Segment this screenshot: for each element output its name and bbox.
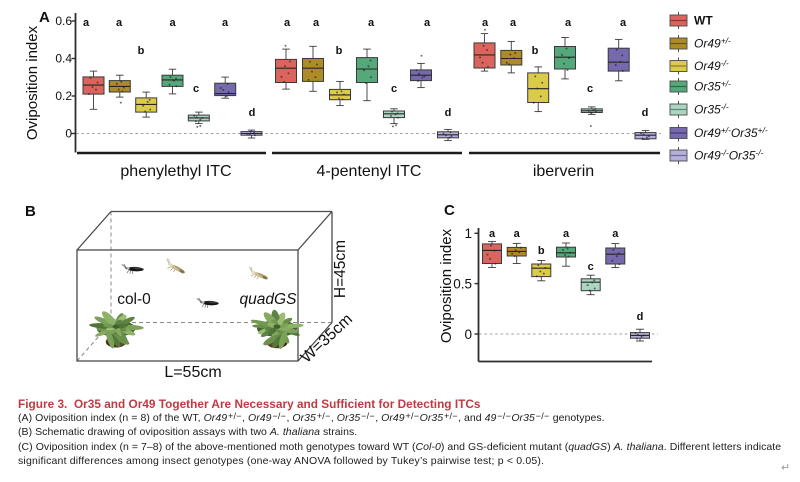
svg-text:H=45cm: H=45cm [332, 240, 349, 298]
svg-text:a: a [565, 17, 572, 29]
svg-text:WT: WT [694, 14, 713, 28]
svg-text:c: c [193, 83, 199, 95]
svg-text:0: 0 [65, 127, 72, 141]
svg-text:a: a [563, 228, 570, 240]
svg-text:a: a [482, 17, 489, 29]
svg-text:b: b [538, 245, 545, 257]
svg-text:Or35-/-: Or35-/- [694, 102, 729, 117]
svg-text:1: 1 [464, 226, 472, 241]
svg-text:C: C [444, 202, 455, 219]
svg-text:4-pentenyl ITC: 4-pentenyl ITC [317, 163, 422, 180]
svg-text:a: a [116, 17, 123, 29]
svg-text:a: a [222, 17, 229, 29]
svg-text:b: b [138, 45, 145, 57]
svg-text:Or49-/-: Or49-/- [694, 58, 729, 73]
svg-text:0.6: 0.6 [55, 14, 72, 28]
svg-text:Or35+/-: Or35+/- [694, 79, 731, 94]
svg-text:d: d [249, 107, 256, 119]
svg-text:a: a [368, 17, 375, 29]
svg-text:0.2: 0.2 [55, 89, 72, 103]
svg-text:c: c [587, 83, 593, 95]
svg-text:B: B [25, 203, 36, 220]
svg-text:Or49+/-Or35+/-: Or49+/-Or35+/- [694, 125, 768, 140]
svg-text:A: A [39, 9, 50, 26]
svg-text:W=35cm: W=35cm [298, 311, 356, 367]
svg-text:quadGS: quadGS [240, 291, 298, 308]
svg-text:a: a [424, 17, 431, 29]
svg-text:0.4: 0.4 [55, 52, 72, 66]
svg-text:0.5: 0.5 [453, 276, 472, 291]
svg-text:0: 0 [464, 327, 472, 342]
svg-text:c: c [588, 261, 594, 273]
svg-text:Or49+/-: Or49+/- [694, 36, 731, 51]
svg-text:d: d [642, 107, 649, 119]
svg-text:b: b [532, 45, 539, 57]
svg-text:d: d [445, 107, 452, 119]
svg-text:phenylethyl ITC: phenylethyl ITC [120, 163, 231, 180]
svg-text:a: a [313, 17, 320, 29]
svg-text:a: a [83, 17, 90, 29]
svg-text:b: b [336, 45, 343, 57]
svg-text:a: a [284, 17, 291, 29]
svg-text:c: c [391, 83, 397, 95]
svg-text:col-0: col-0 [117, 291, 151, 308]
svg-text:iberverin: iberverin [533, 163, 594, 180]
svg-text:a: a [489, 228, 496, 240]
svg-text:Oviposition index: Oviposition index [438, 228, 455, 343]
svg-text:Or49-/-Or35-/-: Or49-/-Or35-/- [694, 148, 764, 163]
svg-text:a: a [620, 17, 627, 29]
svg-text:Oviposition index: Oviposition index [24, 25, 41, 140]
svg-text:d: d [637, 311, 644, 323]
svg-text:L=55cm: L=55cm [164, 364, 221, 381]
svg-text:a: a [612, 228, 619, 240]
svg-text:a: a [169, 17, 176, 29]
svg-text:a: a [514, 228, 521, 240]
svg-text:a: a [510, 17, 517, 29]
